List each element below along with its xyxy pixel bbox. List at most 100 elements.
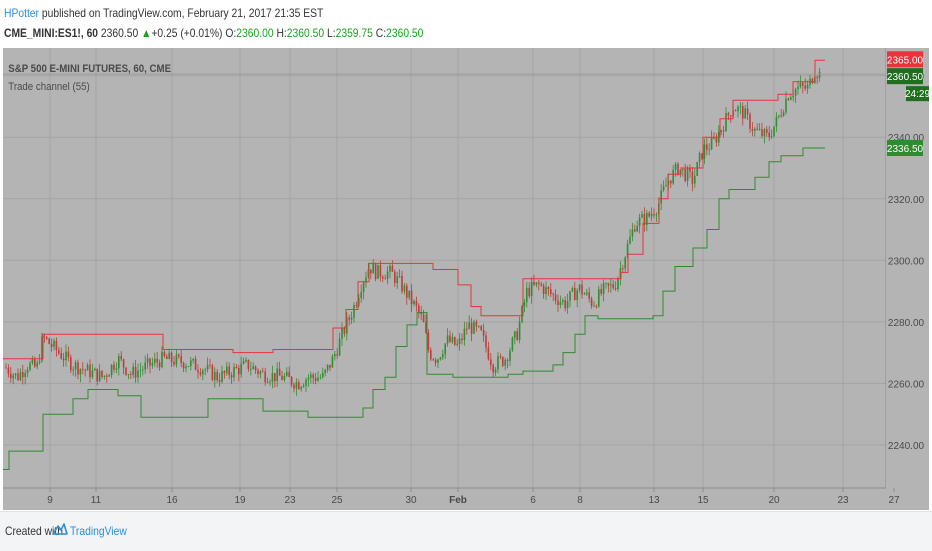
- candle-body: [161, 351, 163, 368]
- x-tick-label: 9: [47, 495, 53, 506]
- candle-body: [396, 276, 398, 283]
- price-axis[interactable]: 2240.00 2260.00 2280.00 2300.00 2320.00 2340.…: [886, 48, 929, 510]
- candle-body: [132, 366, 134, 375]
- candle-body: [751, 128, 754, 131]
- candle-body: [274, 373, 276, 382]
- candle-body: [595, 305, 598, 307]
- price-tags: 2365.00 2360.50 24:29 2336.50: [3, 51, 929, 156]
- candle-body: [562, 300, 564, 302]
- candle-body: [782, 112, 785, 116]
- candle-body: [89, 364, 91, 378]
- candle-body: [353, 305, 355, 318]
- candle-body: [576, 290, 578, 300]
- candle-body: [26, 369, 29, 373]
- candle-body: [605, 283, 607, 284]
- candle-body: [672, 169, 674, 184]
- candle-body: [115, 368, 118, 370]
- candle-body: [365, 277, 367, 283]
- candle-body: [355, 305, 358, 306]
- candle-body: [634, 229, 636, 232]
- candle-body: [722, 130, 725, 132]
- candle-body: [506, 359, 509, 361]
- candle-body: [619, 268, 622, 278]
- candle-body: [451, 337, 454, 342]
- candle-body: [461, 338, 463, 341]
- candle-body: [190, 360, 192, 367]
- candle-body: [768, 132, 770, 138]
- candle-body: [727, 113, 730, 116]
- candle-body: [302, 385, 305, 387]
- author-link[interactable]: HPotter: [4, 6, 39, 20]
- candle-body: [466, 328, 468, 330]
- candle-body: [598, 289, 600, 307]
- candle-body: [156, 358, 158, 363]
- published-text: published on TradingView.com, February 2…: [38, 6, 324, 20]
- candle-body: [470, 322, 473, 334]
- candle-body: [389, 265, 391, 272]
- candle-body: [648, 212, 650, 217]
- candle-body: [338, 338, 341, 356]
- price-chart[interactable]: S&P 500 E-MINI FUTURES, 60, CME Trade ch…: [3, 48, 929, 510]
- candle-body: [499, 356, 502, 358]
- candle-body: [386, 271, 389, 279]
- candle-body: [72, 369, 74, 371]
- candle-body: [504, 359, 506, 366]
- lower-channel-price-tag-bg: [887, 140, 923, 156]
- candle-body: [194, 358, 197, 370]
- candle-body: [341, 328, 343, 339]
- candle-body: [110, 364, 113, 376]
- candle-body: [756, 128, 758, 130]
- candle-body: [686, 168, 689, 181]
- chart-frame[interactable]: S&P 500 E-MINI FUTURES, 60, CME Trade ch…: [3, 48, 929, 510]
- candle-body: [434, 359, 437, 363]
- tradingview-logo-icon[interactable]: [52, 522, 68, 536]
- tradingview-link[interactable]: TradingView: [70, 524, 127, 538]
- upper-channel-price-tag-bg: [887, 51, 923, 68]
- candle-body: [324, 369, 326, 373]
- candle-body: [744, 108, 746, 119]
- candle-body: [818, 71, 821, 78]
- candle-body: [223, 371, 226, 374]
- candle-body: [749, 114, 751, 129]
- candle-body: [226, 366, 228, 374]
- candle-body: [806, 84, 809, 89]
- candle-body: [108, 375, 110, 377]
- candle-body: [230, 375, 233, 378]
- candle-body: [790, 97, 792, 100]
- candle-body: [624, 257, 626, 269]
- time-axis[interactable]: 9 11 16 19 23 25 30 Feb 6 8 13 15 20 23 27: [47, 488, 900, 506]
- candle-body: [372, 264, 374, 274]
- candle-body: [178, 354, 180, 357]
- low-value: 2359.75: [335, 26, 373, 40]
- candle-body: [43, 336, 46, 338]
- candles: [5, 67, 821, 396]
- candle-body: [794, 89, 797, 96]
- candle-body: [758, 129, 761, 130]
- candle-body: [314, 377, 317, 381]
- candle-body: [545, 287, 547, 294]
- candle-body: [754, 128, 756, 131]
- candle-body: [130, 374, 132, 375]
- candle-body: [305, 379, 307, 386]
- candle-body: [134, 366, 137, 378]
- candle-body: [497, 356, 499, 370]
- candle-body: [384, 278, 386, 280]
- candle-body: [185, 366, 187, 369]
- candle-body: [158, 362, 161, 368]
- candle-body: [55, 340, 58, 351]
- candle-body: [192, 358, 194, 361]
- candle-body: [665, 185, 667, 187]
- open-label: O:: [225, 26, 237, 40]
- candle-body: [250, 369, 252, 370]
- candle-body: [602, 283, 605, 294]
- candle-body: [607, 283, 610, 286]
- candle-body: [763, 129, 766, 137]
- candle-body: [802, 82, 804, 86]
- candle-body: [746, 108, 749, 115]
- candle-body: [660, 190, 662, 204]
- candle-body: [730, 115, 732, 117]
- candle-body: [283, 375, 286, 380]
- candle-body: [511, 337, 514, 351]
- candle-body: [10, 373, 12, 379]
- candle-body: [701, 153, 703, 159]
